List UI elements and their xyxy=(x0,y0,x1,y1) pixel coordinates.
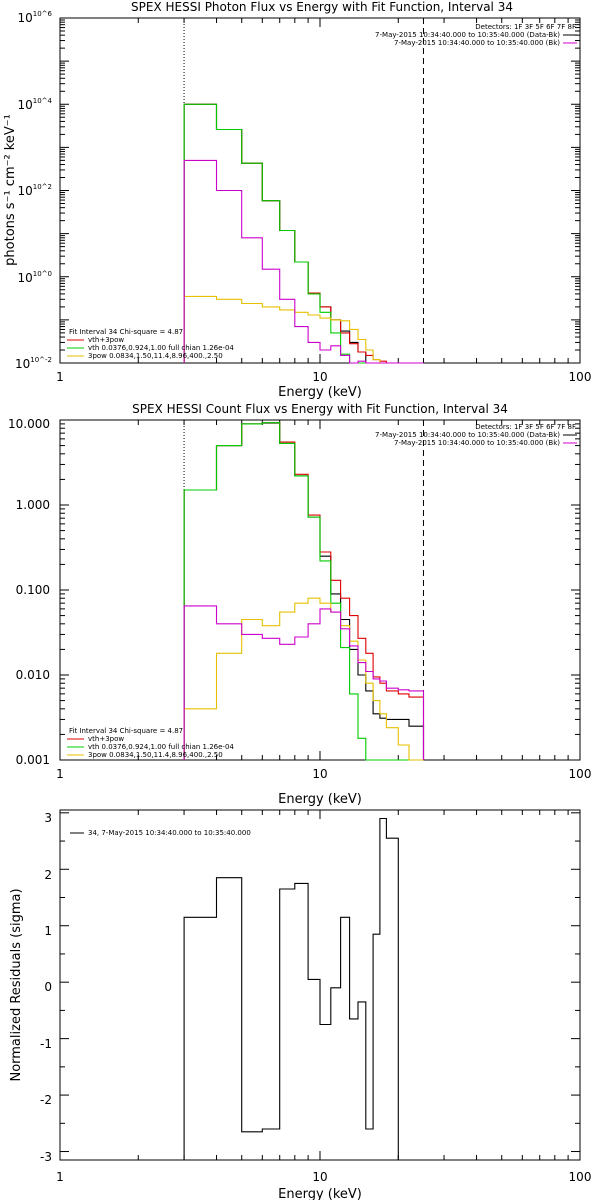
reference-lines xyxy=(183,420,424,760)
x-tick-label: 100 xyxy=(569,767,592,781)
y-tick-label: 2 xyxy=(44,868,52,882)
y-tick-label: 1010^-2 xyxy=(15,356,52,371)
panel-residuals: -3 -2 -1 0 1 2 3 1 10 100 Energy (keV) N… xyxy=(9,809,592,1200)
series-line xyxy=(183,422,424,761)
y-tick-label: 1010^0 xyxy=(17,270,52,285)
chart-title: SPEX HESSI Photon Flux vs Energy with Fi… xyxy=(131,0,513,14)
legend-top: Detectors: 1F 3F 5F 6F 7F 8F 7-May-2015 … xyxy=(375,23,577,47)
x-tick-label: 1 xyxy=(56,767,64,781)
y-tick-label: 1010^6 xyxy=(17,10,52,25)
y-axis-label: photons s⁻¹ cm⁻² keV⁻¹ xyxy=(3,114,18,266)
series-line xyxy=(183,295,424,364)
legend-bottom: Fit Interval 34 Chi-square = 4.87 vth+3p… xyxy=(67,727,234,759)
legend-entry-total: vth+3pow xyxy=(88,336,124,344)
series-line xyxy=(183,422,425,760)
chart-title: SPEX HESSI Count Flux vs Energy with Fit… xyxy=(132,402,508,416)
legend-fit-info: Fit Interval 34 Chi-square = 4.87 xyxy=(69,727,183,735)
legend-detectors: Detectors: 1F 3F 5F 6F 7F 8F xyxy=(475,423,576,431)
series-line xyxy=(183,422,425,760)
y-tick-label: -3 xyxy=(40,1150,52,1164)
x-tick-label: 1 xyxy=(56,370,64,384)
reference-lines xyxy=(183,18,424,363)
y-tick-label: 1010^2 xyxy=(17,183,52,198)
y-tick-label: 0.001 xyxy=(16,753,50,767)
y-tick-label: 1.000 xyxy=(16,498,50,512)
series-line xyxy=(183,103,424,364)
series-lines xyxy=(183,103,424,364)
plot-frame xyxy=(59,419,581,761)
legend-entry-residual: 34, 7-May-2015 10:34:40.000 to 10:35:40.… xyxy=(88,829,251,837)
series-line xyxy=(183,103,424,364)
x-tick-label: 100 xyxy=(569,370,592,384)
panel-count-flux: SPEX HESSI Count Flux vs Energy with Fit… xyxy=(8,402,591,807)
legend-entry-data: 7-May-2015 10:34:40.000 to 10:35:40.000 … xyxy=(375,431,560,439)
legend-entry-bk: 7-May-2015 10:34:40.000 to 10:35:40.000 … xyxy=(394,439,560,447)
tick-marks xyxy=(59,17,581,364)
panel-photon-flux: SPEX HESSI Photon Flux vs Energy with Fi… xyxy=(3,0,591,400)
legend-entry-data: 7-May-2015 10:34:40.000 to 10:35:40.000 … xyxy=(375,31,560,39)
legend-entry-3pow: 3pow 0.0834,1.50,11.4,8.96,400.,2.50 xyxy=(88,352,223,360)
y-axis-label: Normalized Residuals (sigma) xyxy=(9,888,24,1081)
y-tick-label: 1010^4 xyxy=(17,97,52,112)
y-tick-label: 0.010 xyxy=(16,668,50,682)
series-line xyxy=(183,817,399,1160)
series-line xyxy=(183,159,424,364)
y-tick-label: 0 xyxy=(44,980,52,994)
legend-detectors: Detectors: 1F 3F 5F 6F 7F 8F xyxy=(475,23,576,31)
series-line xyxy=(183,597,424,761)
series-line xyxy=(183,103,424,364)
y-tick-label: 3 xyxy=(44,811,52,825)
series-lines xyxy=(183,422,425,761)
series-lines xyxy=(183,817,399,1160)
legend-entry-bk: 7-May-2015 10:34:40.000 to 10:35:40.000 … xyxy=(394,39,560,47)
legend-top: Detectors: 1F 3F 5F 6F 7F 8F 7-May-2015 … xyxy=(375,423,577,447)
legend-bottom: Fit Interval 34 Chi-square = 4.87 vth+3p… xyxy=(67,328,234,360)
tick-marks xyxy=(59,419,581,761)
y-tick-label: -2 xyxy=(40,1093,52,1107)
x-tick-label: 10 xyxy=(312,767,327,781)
x-axis-label: Energy (keV) xyxy=(278,1187,362,1200)
legend-entry-total: vth+3pow xyxy=(88,735,124,743)
legend-entry-3pow: 3pow 0.0834,1.50,11.4,8.96,400.,2.50 xyxy=(88,751,223,759)
x-tick-label: 10 xyxy=(312,370,327,384)
y-tick-label: 0.100 xyxy=(16,583,50,597)
x-tick-label: 10 xyxy=(312,1170,327,1184)
x-axis-label: Energy (keV) xyxy=(278,385,362,400)
legend-fit-info: Fit Interval 34 Chi-square = 4.87 xyxy=(69,328,183,336)
x-axis-label: Energy (keV) xyxy=(278,792,362,807)
tick-marks xyxy=(59,810,581,1160)
y-tick-label: 10.000 xyxy=(8,417,50,431)
legend-entry-vth: vth 0.0376,0.924,1.00 full chian 1.26e-0… xyxy=(88,743,234,751)
series-line xyxy=(183,605,425,760)
y-tick-label: 1 xyxy=(44,924,52,938)
y-tick-label: -1 xyxy=(40,1037,52,1051)
x-tick-label: 1 xyxy=(56,1170,64,1184)
x-tick-label: 100 xyxy=(569,1170,592,1184)
legend-entry-vth: vth 0.0376,0.924,1.00 full chian 1.26e-0… xyxy=(88,344,234,352)
